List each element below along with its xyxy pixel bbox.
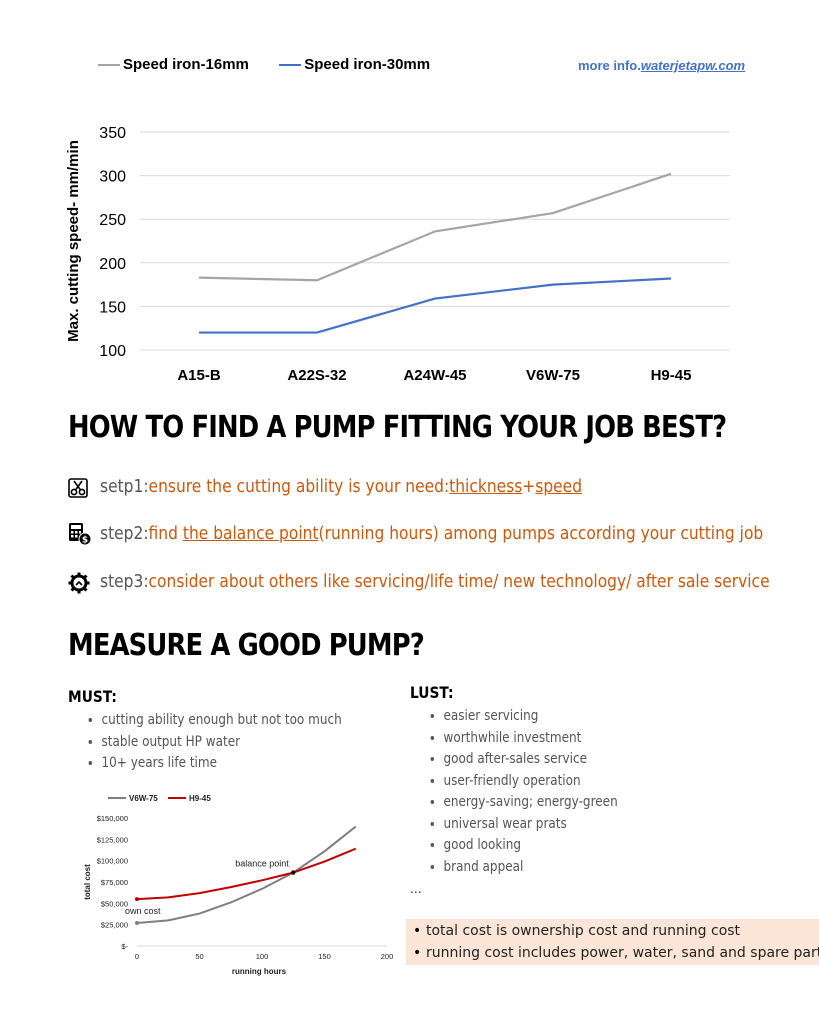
cutting-speed-chart: 100 150 200 250 300 350 A15-B A22S-32 A24W-45 V6W… [65, 125, 730, 384]
must-list: cutting ability enough but not too much … [86, 710, 342, 775]
calculator-dollar-icon: $ [69, 523, 92, 546]
ellipsis: ... [410, 880, 422, 896]
y-tick-label: 350 [99, 125, 126, 142]
svg-text:$: $ [82, 536, 88, 546]
legend-item-iron16: Speed iron-16mm [98, 56, 253, 73]
list-item: cutting ability enough but not too much [101, 710, 341, 732]
x-tick-label: 0 [135, 952, 139, 961]
y-axis-label: total cost [83, 864, 92, 900]
list-item: easier servicing [443, 706, 617, 728]
list-item: user-friendly operation [443, 771, 617, 793]
series-line [199, 277, 672, 334]
x-tick-label: 200 [381, 952, 394, 961]
y-tick-label: $25,000 [101, 921, 128, 930]
balance-point-label: balance point [235, 859, 289, 869]
list-item: brand appeal [443, 857, 617, 879]
start-marker [135, 897, 139, 902]
y-tick-label: $- [121, 942, 128, 951]
series-line [136, 825, 357, 924]
y-tick-label: 100 [99, 343, 126, 360]
legend-swatch-blue [279, 64, 302, 67]
list-item: energy-saving; energy-green [443, 792, 617, 814]
note-item: running cost includes power, water, sand… [413, 942, 819, 964]
lust-title: LUST: [410, 683, 454, 702]
step-3: step3:consider about others like servici… [100, 571, 770, 592]
cost-notes: total cost is ownership cost and running… [406, 919, 819, 965]
legend-item-iron30: Speed iron-30mm [279, 56, 430, 73]
legend-label: V6W-75 [129, 794, 158, 803]
series-line [198, 172, 672, 282]
y-tick-label: $100,000 [97, 857, 128, 866]
balance-point-marker [291, 870, 296, 875]
website-link[interactable]: waterjetapw.com [640, 58, 746, 73]
own-cost-label: own cost [125, 906, 161, 916]
y-tick-label: 150 [99, 299, 126, 316]
x-tick-label: 150 [318, 952, 331, 961]
start-marker [135, 920, 139, 925]
x-tick-label: A22S-32 [287, 367, 346, 384]
chart-legend: Speed iron-16mm Speed iron-30mm [98, 56, 430, 73]
gear-icon [68, 572, 90, 594]
list-item: 10+ years life time [101, 753, 341, 775]
y-tick-label: 250 [99, 212, 126, 229]
x-tick-label: 50 [195, 952, 203, 961]
must-title: MUST: [68, 687, 117, 706]
lust-list: easier servicing worthwhile investment g… [428, 706, 617, 879]
y-tick-label: $75,000 [101, 878, 128, 887]
list-item: worthwhile investment [443, 728, 617, 750]
total-cost-chart: V6W-75 H9-45 $- $25,000 $50,000 $75,000 $100,0… [83, 794, 394, 976]
legend-label: H9-45 [189, 794, 211, 803]
y-tick-label: $125,000 [97, 835, 128, 844]
legend-swatch-gray [98, 64, 120, 67]
scissors-icon [68, 478, 88, 498]
y-tick-label: $150,000 [97, 814, 128, 823]
x-tick-label: A24W-45 [403, 367, 466, 384]
x-tick-label: H9-45 [651, 367, 692, 384]
x-tick-label: 100 [256, 952, 269, 961]
y-tick-label: 200 [99, 256, 126, 273]
x-tick-label: A15-B [177, 367, 221, 384]
y-tick-label: $50,000 [101, 899, 128, 908]
x-axis-label: running hours [232, 967, 287, 976]
list-item: stable output HP water [101, 732, 341, 754]
step-2: step2:find the balance point(running hou… [100, 523, 764, 544]
list-item: good after-sales service [443, 749, 617, 771]
section-title-measure-pump: MEASURE A GOOD PUMP? [68, 628, 425, 663]
section-title-find-pump: HOW TO FIND A PUMP FITTING YOUR JOB BEST… [68, 410, 727, 445]
note-item: total cost is ownership cost and running… [413, 920, 819, 942]
list-item: universal wear prats [443, 814, 617, 836]
series-line [136, 847, 357, 901]
list-item: good looking [443, 835, 617, 857]
x-tick-label: V6W-75 [526, 367, 580, 384]
y-tick-label: 300 [99, 169, 126, 186]
more-info: more info.waterjetapw.com [578, 58, 746, 73]
y-axis-label: Max. cutting speed- mm/min [65, 140, 82, 342]
step-1: setp1:ensure the cutting ability is your… [100, 476, 583, 497]
